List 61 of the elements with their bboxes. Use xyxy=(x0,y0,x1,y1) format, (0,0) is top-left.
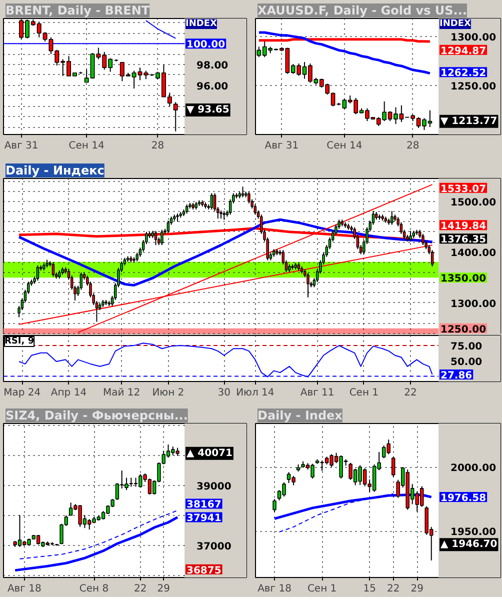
chart-title: RSI, 9 xyxy=(4,336,34,346)
data-label: 27.86 xyxy=(440,370,472,382)
y-tick-label: 39000 xyxy=(196,482,232,493)
y-axis-title: INDEX xyxy=(440,19,471,29)
data-label: 37941 xyxy=(186,513,222,524)
y-tick-label: 98.00 xyxy=(196,60,228,72)
x-tick-label: Сен 14 xyxy=(326,140,362,152)
ref-line-label: 100.00 xyxy=(186,40,226,51)
chart-title: Daily - Индекс xyxy=(6,164,104,178)
x-tick-label: 22 xyxy=(134,584,147,594)
y-tick-label: 37000 xyxy=(196,541,232,552)
x-tick-label: 29 xyxy=(410,584,424,594)
x-tick-label: Мар 24 xyxy=(4,388,41,398)
x-tick-label: Сен 14 xyxy=(68,140,104,152)
x-tick-label: 15 xyxy=(363,584,376,594)
text: ▼ 93.65 xyxy=(186,104,230,116)
chart-title: BRENT, Daily - BRENT xyxy=(6,4,150,18)
y-tick-label: 2000.00 xyxy=(450,463,496,474)
data-label: 38167 xyxy=(186,500,222,511)
x-tick-label: Май 12 xyxy=(102,388,140,398)
y-tick-label: 1500.00 xyxy=(450,197,496,208)
x-tick-label: 22 xyxy=(386,584,400,594)
x-tick-label: 28 xyxy=(151,140,164,152)
annotation: ▲ 40071 xyxy=(186,448,233,459)
data-label: 1533.07 xyxy=(440,184,486,195)
y-tick-label: 75.00 xyxy=(450,342,482,353)
chart-title: XAUUSD.F, Daily - Gold vs US... xyxy=(258,4,467,18)
x-tick-label: Авг 31 xyxy=(4,140,38,152)
y-tick-label: 1950.00 xyxy=(450,527,496,538)
y-axis-title: INDEX xyxy=(186,19,217,29)
x-tick-label: Июл 14 xyxy=(236,388,274,398)
x-tick-label: Апр 14 xyxy=(50,388,87,398)
text: ▲ 1946.70 xyxy=(440,539,498,550)
y-tick-label: 50.00 xyxy=(450,356,482,368)
band-label: 1350.00 xyxy=(440,274,486,285)
x-tick-label: Сен 8 xyxy=(79,584,109,594)
annotation: 36875 xyxy=(186,565,222,576)
chart-title: SIZ4, Daily - Фьючерсны... xyxy=(6,408,188,422)
data-label: 1976.58 xyxy=(440,493,486,504)
annotation: 1376.35 xyxy=(440,234,486,246)
x-tick-label: Сен 1 xyxy=(307,584,337,594)
data-label: 1419.84 xyxy=(440,221,486,232)
x-tick-label: Авг 18 xyxy=(258,584,292,594)
x-tick-label: Сен 1 xyxy=(349,388,379,398)
chart-title: Daily - Index xyxy=(258,408,343,422)
y-tick-label: 1400.00 xyxy=(450,248,496,260)
x-tick-label: 22 xyxy=(404,388,417,398)
x-tick-label: 28 xyxy=(406,140,420,152)
x-tick-label: Авг 31 xyxy=(264,140,299,152)
y-tick-label: 1300.00 xyxy=(450,298,496,310)
y-tick-label: 1250.00 xyxy=(450,82,496,93)
y-tick-label: 1300.00 xyxy=(450,32,496,44)
text: ▼ 1213.77 xyxy=(440,116,498,127)
x-tick-label: 29 xyxy=(157,584,170,594)
data-label: 1294.87 xyxy=(440,46,486,57)
y-tick-label: 96.00 xyxy=(196,81,228,92)
data-label: 1262.52 xyxy=(440,68,486,80)
x-tick-label: 30 xyxy=(218,388,230,398)
x-tick-label: Июн 2 xyxy=(152,388,184,398)
x-tick-label: Авг 18 xyxy=(7,584,42,594)
x-tick-label: Авг 11 xyxy=(300,388,334,398)
